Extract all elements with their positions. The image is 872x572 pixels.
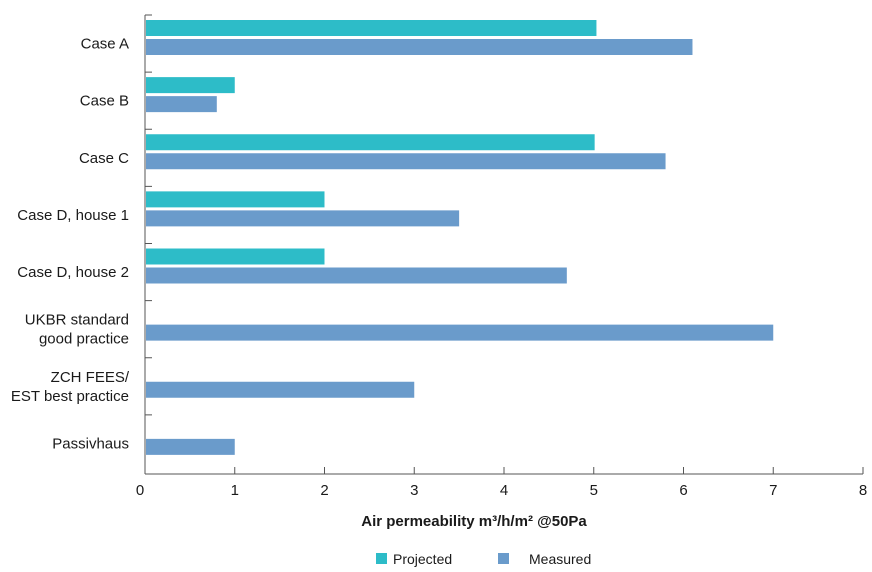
bar-measured	[146, 438, 235, 455]
category-label: UKBR standard	[25, 312, 129, 329]
x-tick-label: 8	[859, 482, 867, 499]
x-tick-label: 1	[231, 482, 239, 499]
category-label: good practice	[39, 331, 129, 348]
category-labels: Case A Case B Case C Case D, house 1 Case D,…	[11, 36, 130, 453]
x-axis-title: Air permeability m³/h/m² @50Pa	[361, 513, 587, 530]
legend-swatch-projected	[376, 553, 387, 564]
x-tick-label: 4	[500, 482, 508, 499]
legend-label-projected: Projected	[393, 551, 452, 567]
x-tick-label: 2	[320, 482, 328, 499]
bar-measured	[146, 324, 774, 341]
axes	[144, 15, 863, 475]
bar-projected	[146, 77, 235, 94]
x-axis-ticks: 0 1 2 3 4 5 6 7 8	[136, 14, 867, 499]
bar-measured	[146, 96, 217, 113]
bar-measured	[146, 381, 415, 398]
bars-group	[146, 20, 774, 455]
category-label: ZCH FEES/	[51, 369, 130, 386]
bar-projected	[146, 20, 597, 36]
bar-projected	[146, 134, 595, 151]
bar-measured	[146, 267, 567, 284]
category-label: Case A	[81, 36, 129, 53]
bar-measured	[146, 39, 693, 55]
x-tick-label: 0	[136, 482, 144, 499]
bar-measured	[146, 210, 460, 227]
category-label: EST best practice	[11, 388, 129, 405]
legend-label-measured: Measured	[529, 551, 591, 567]
category-label: Passivhaus	[52, 435, 129, 452]
legend: Projected Measured	[376, 551, 591, 567]
category-label: Case B	[80, 93, 129, 110]
category-label: Case D, house 1	[17, 207, 129, 224]
legend-swatch-measured	[498, 553, 509, 564]
bar-measured	[146, 153, 666, 170]
x-tick-label: 7	[769, 482, 777, 499]
bar-projected	[146, 191, 325, 208]
category-label: Case C	[79, 150, 129, 167]
bar-projected	[146, 248, 325, 265]
x-tick-label: 5	[590, 482, 598, 499]
x-tick-label: 3	[410, 482, 418, 499]
category-label: Case D, house 2	[17, 264, 129, 281]
x-tick-label: 6	[679, 482, 687, 499]
